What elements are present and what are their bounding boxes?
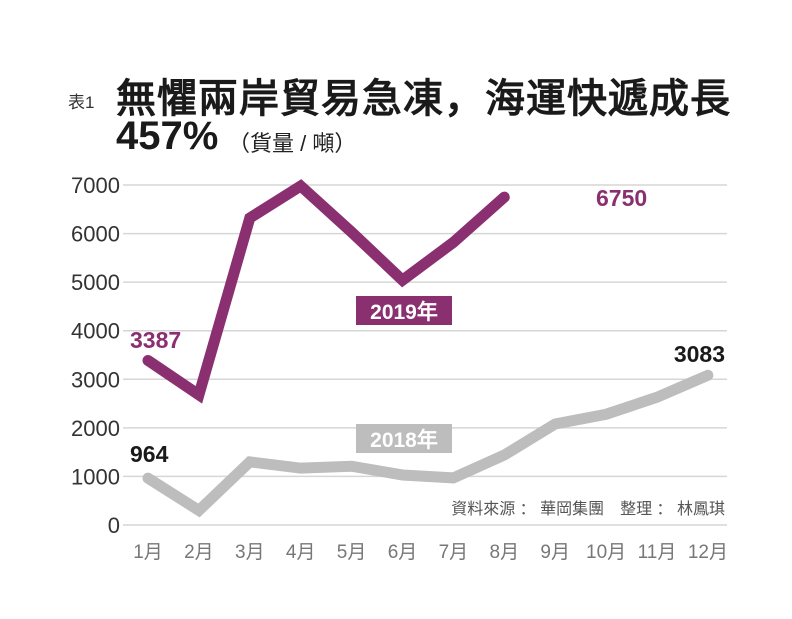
data-label: 6750 — [596, 185, 647, 211]
x-tick-label: 12月 — [688, 542, 728, 563]
y-tick-label: 2000 — [71, 416, 120, 441]
y-tick-label: 0 — [108, 513, 120, 538]
series-tag-bg — [356, 424, 452, 453]
growth-value: 457% — [116, 114, 219, 158]
x-tick-label: 1月 — [133, 542, 163, 563]
series-tag: 2018年 — [370, 428, 438, 452]
series-tag: 2019年 — [370, 300, 438, 324]
series-line-2019年 — [142, 179, 510, 404]
x-tick-label: 7月 — [439, 542, 469, 563]
x-tick-label: 5月 — [337, 542, 367, 563]
x-tick-label: 6月 — [388, 542, 418, 563]
y-tick-label: 6000 — [71, 222, 120, 247]
chart-title: 無懼兩岸貿易急凍，海運快遞成長 — [116, 77, 731, 121]
y-tick-label: 5000 — [71, 270, 120, 295]
series-tag-bg — [356, 296, 452, 325]
data-label: 3083 — [674, 341, 725, 367]
x-tick-label: 8月 — [490, 542, 520, 563]
series-line-2018年 — [142, 369, 714, 518]
x-tick-label: 11月 — [638, 542, 677, 563]
x-tick-label: 2月 — [184, 542, 214, 563]
x-tick-label: 10月 — [586, 542, 626, 563]
source-note: 資料來源 ： 華岡集團 整理 ： 林鳳琪 — [451, 500, 725, 518]
y-tick-label: 7000 — [71, 173, 120, 198]
unit-label: （貨量 / 噸） — [228, 131, 357, 156]
data-label: 964 — [130, 441, 169, 467]
x-tick-label: 3月 — [235, 542, 265, 563]
x-tick-label: 9月 — [540, 542, 570, 563]
x-tick-label: 4月 — [286, 542, 316, 563]
data-label: 3387 — [130, 327, 181, 353]
table-number: 表1 — [68, 93, 95, 112]
y-tick-label: 1000 — [71, 464, 120, 489]
y-tick-label: 3000 — [71, 367, 120, 392]
y-tick-label: 4000 — [71, 319, 120, 344]
